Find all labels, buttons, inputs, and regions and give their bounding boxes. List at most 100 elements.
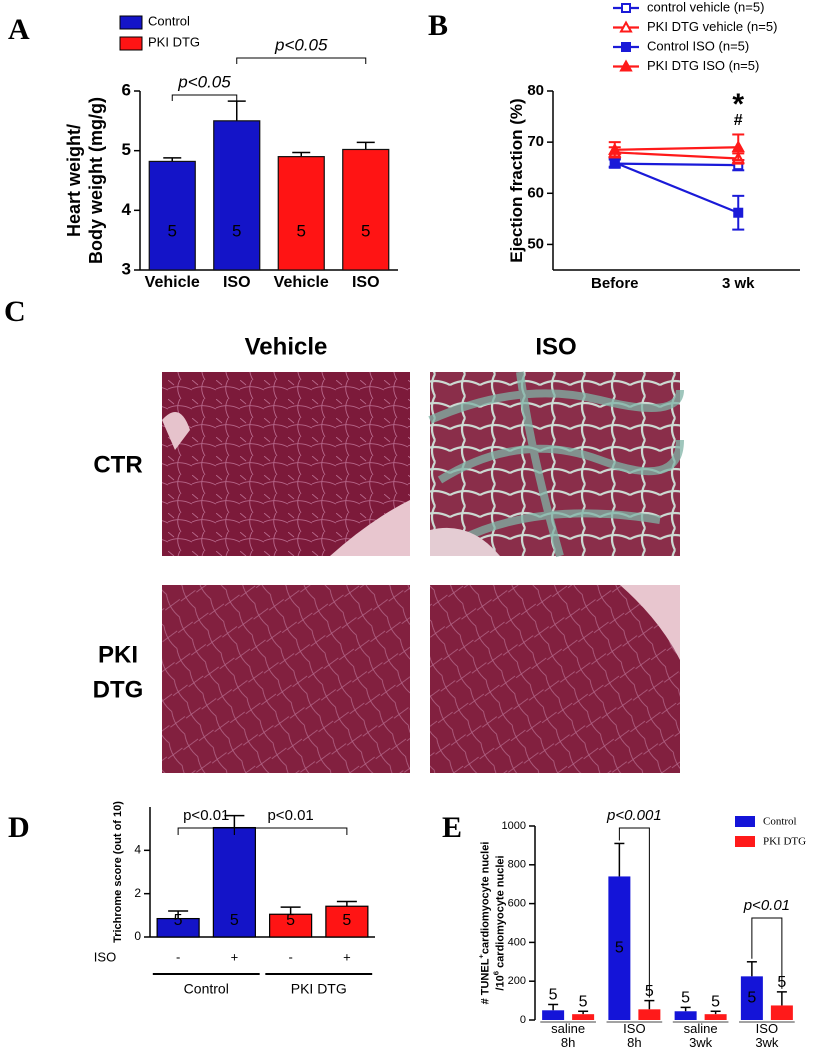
marker [731,140,745,153]
x-tick-label: + [231,949,239,964]
bar [269,913,313,938]
row-label: PKI [98,641,138,668]
y-axis-label: # TUNEL+cardiomyocyte nuclei/106 cardiom… [476,842,506,1005]
bar [542,1010,565,1020]
x-tick-label: - [176,949,180,964]
marker [609,157,620,168]
label-line: 8h [627,1035,641,1050]
significance-bracket [751,917,783,989]
image-pki-vehicle [162,585,410,773]
legend-swatch [735,816,755,827]
label-line: 8h [561,1035,575,1050]
significance-label: p<0.05 [177,72,231,91]
n-label: 5 [232,221,241,240]
label-line: saline [551,1021,585,1036]
legend-label: Control ISO (n=5) [647,38,749,53]
x-tick-label: saline 3wk [684,1021,718,1050]
panel-letter: E [442,811,462,844]
x-tick-label: ISO 8h [623,1021,645,1050]
legend-marker [621,42,631,52]
legend-label: PKI DTG ISO (n=5) [647,58,759,73]
image-background [162,412,190,450]
y-axis-label: Ejection fraction (%) [507,98,526,262]
significance-label: p<0.01 [267,807,313,824]
legend-label: Control [148,13,190,28]
x-axis-label: ISO [94,949,116,964]
y-axis-label-part: cardiomyocyte nuclei [479,842,491,955]
n-label: 5 [711,993,720,1010]
significance-label: p<0.01 [183,807,229,824]
y-tick-label: 800 [508,859,526,871]
y-axis-label: Heart weight/Body weight (mg/g) [64,97,106,264]
annotation: # [734,112,743,129]
x-tick-label: Before [591,275,639,292]
y-axis-label-part: Body weight (mg/g) [86,97,106,264]
x-tick-label: - [288,949,292,964]
label-line: ISO [756,1021,778,1036]
significance-label: p<0.01 [743,897,790,914]
bar [674,1011,697,1020]
n-label: 5 [168,221,177,240]
image-background [620,585,680,660]
legend-label: PKI DTG [763,836,806,848]
y-tick-label: 4 [134,843,141,857]
panel-letter: B [428,9,448,42]
significance-label: p<0.001 [606,807,662,824]
image-pki-iso [430,585,680,773]
legend-label: PKI DTG [148,34,200,49]
bar [148,160,196,271]
label-line: saline [684,1021,718,1036]
marker [733,207,744,218]
n-label: 5 [579,993,588,1010]
y-axis-label-part: # TUNEL [479,958,491,1004]
legend-label: control vehicle (n=5) [647,0,764,14]
n-label: 5 [342,912,351,929]
annotation: * [732,88,744,121]
y-tick-label: 2 [134,886,141,900]
x-tick-label: ISO 3wk [755,1021,779,1050]
panel-letter: D [8,811,30,844]
significance-label: p<0.05 [274,35,328,54]
histology-images [162,371,684,773]
significance-bracket [236,57,367,64]
fibrosis [428,371,684,558]
bar [342,148,390,271]
y-tick-label: 70 [527,133,544,150]
y-tick-label: 80 [527,82,544,99]
y-axis-label-part: Heart weight/ [64,124,84,237]
bar [770,1005,793,1020]
n-label: 5 [747,989,756,1006]
panel-letter: C [4,295,26,328]
legend-label: Control [763,816,797,828]
n-label: 5 [681,990,690,1007]
bar [572,1014,595,1020]
label-line: ISO [623,1021,645,1036]
series-line [614,151,739,160]
y-tick-label: 400 [508,936,526,948]
bar [325,905,369,938]
bar [740,976,763,1020]
n-label: 5 [297,221,306,240]
y-tick-label: 600 [508,898,526,910]
n-label: 5 [230,912,239,929]
y-axis-label-part: + [476,954,485,959]
legend-swatch [119,15,143,30]
label-line: 3wk [689,1035,713,1050]
x-tick-label: ISO [223,274,251,291]
row-label: DTG [93,676,144,703]
y-tick-label: 5 [122,140,131,159]
image-background [330,500,410,556]
bar [608,876,631,1020]
series-line [614,162,739,167]
x-tick-label: ISO [352,274,380,291]
legend-marker [619,59,633,72]
column-label: ISO [535,333,576,360]
n-label: 5 [361,221,370,240]
y-axis-label-part: cardiomyocyte nuclei [494,855,506,971]
row-label: CTR [93,451,142,478]
marker [608,142,622,155]
bar [704,1014,727,1020]
y-axis-label-part: Ejection fraction (%) [507,98,526,262]
n-label: 5 [615,939,624,956]
